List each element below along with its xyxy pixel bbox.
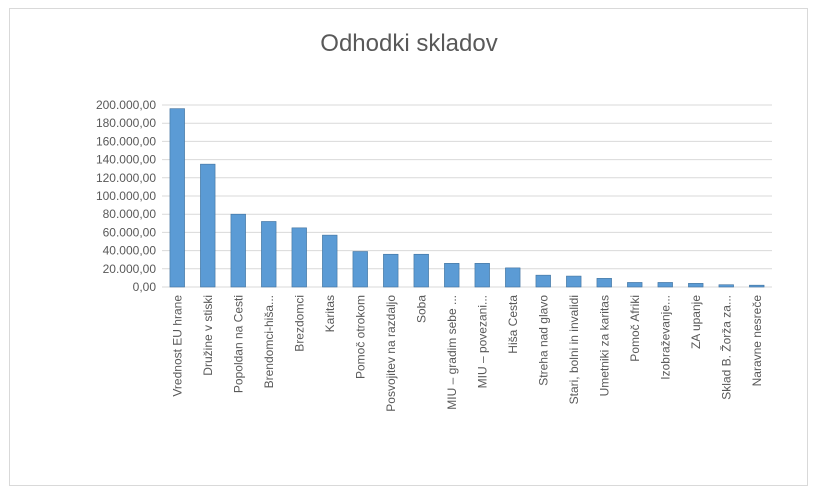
bar xyxy=(688,283,704,288)
bar xyxy=(474,263,490,288)
bars xyxy=(169,108,765,288)
y-tick-label: 40.000,00 xyxy=(103,244,157,258)
bar xyxy=(413,253,429,288)
x-category-label: MIU – povezani... xyxy=(475,295,489,388)
y-tick-label: 140.000,00 xyxy=(96,153,156,167)
bar xyxy=(444,263,460,288)
y-tick-label: 80.000,00 xyxy=(103,207,157,221)
bar xyxy=(596,278,612,288)
x-category-label: Popoldan na Cesti xyxy=(231,295,245,393)
x-category-label: Izobraževanje... xyxy=(658,295,672,380)
chart-title: Odhodki skladov xyxy=(320,30,498,57)
bar xyxy=(505,267,521,288)
x-category-label: Pomoč otrokom xyxy=(353,295,367,379)
y-tick-label: 100.000,00 xyxy=(96,189,156,203)
bar xyxy=(535,274,551,288)
bar xyxy=(627,282,643,288)
bar xyxy=(200,163,216,288)
x-category-label: Streha nad glavo xyxy=(536,295,550,386)
bar xyxy=(291,227,307,288)
y-tick-label: 60.000,00 xyxy=(103,225,157,239)
x-category-label: Soba xyxy=(414,295,428,323)
x-category-label: Stari, bolni in invalidi xyxy=(567,295,581,404)
gridlines xyxy=(162,104,772,288)
x-category-label: Pomoč Afriki xyxy=(628,295,642,362)
chart-frame xyxy=(9,8,808,486)
x-category-label: Karitas xyxy=(323,295,337,332)
y-tick-label: 180.000,00 xyxy=(96,116,156,130)
x-category-label: ZA upanje xyxy=(689,295,703,349)
x-category-label: Posvojitev na razdaljo xyxy=(384,295,398,412)
bar xyxy=(322,234,338,288)
x-category-label: Družine v stiski xyxy=(201,295,215,376)
bar xyxy=(230,213,246,288)
x-category-label: MIU – gradim sebe ... xyxy=(445,295,459,410)
x-category-label: Umetniki za karitas xyxy=(597,295,611,396)
y-tick-label: 120.000,00 xyxy=(96,171,156,185)
x-category-label: Brezdomci xyxy=(292,295,306,352)
bar xyxy=(718,284,734,288)
y-axis-tick-labels: 0,00 20.000,00 40.000,00 60.000,00 80.000,00… xyxy=(96,98,156,294)
x-category-label: Sklad B. Žorža za... xyxy=(718,295,733,400)
bar xyxy=(261,221,277,288)
y-tick-label: 200.000,00 xyxy=(96,98,156,112)
x-category-label: Brendomci-hiša... xyxy=(262,295,276,388)
x-category-label: Naravne nesreče xyxy=(750,295,764,387)
bar xyxy=(749,284,765,288)
bar xyxy=(383,253,399,288)
x-axis-category-labels: Vrednost EU hrane Družine v stiski Popolda… xyxy=(170,295,764,412)
x-category-label: Hiša Cesta xyxy=(506,295,520,354)
bar xyxy=(169,108,185,288)
bar xyxy=(352,251,368,288)
y-tick-label: 20.000,00 xyxy=(103,262,157,276)
bar xyxy=(657,282,673,288)
bar xyxy=(566,275,582,288)
y-tick-label: 160.000,00 xyxy=(96,134,156,148)
x-category-label: Vrednost EU hrane xyxy=(170,295,184,397)
y-tick-label: 0,00 xyxy=(133,280,157,294)
